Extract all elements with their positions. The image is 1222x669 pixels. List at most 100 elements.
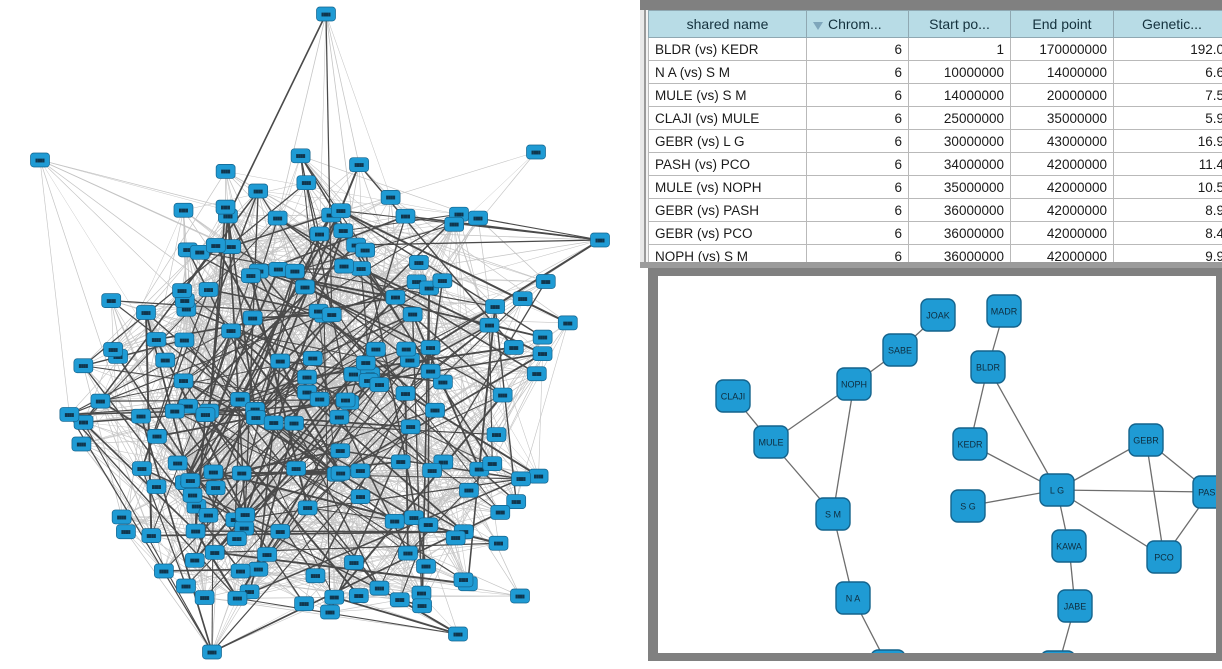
network-node[interactable]: ████	[503, 340, 524, 355]
network-node[interactable]: ████	[422, 463, 442, 478]
network-node[interactable]: ████	[492, 387, 513, 403]
network-node[interactable]: ████	[215, 199, 236, 215]
network-node[interactable]: ████	[305, 568, 326, 584]
network-node[interactable]: ████	[103, 342, 123, 357]
network-node[interactable]: ████	[526, 144, 546, 160]
network-node[interactable]: ████	[136, 305, 156, 320]
network-node[interactable]: ████	[330, 203, 351, 219]
table-row[interactable]: MULE (vs) NOPH 6 35000000 42000000 10.5	[648, 175, 1222, 199]
network-node[interactable]: ████	[532, 346, 553, 362]
network-node[interactable]: ████	[485, 299, 505, 314]
network-node[interactable]: ████	[147, 428, 167, 444]
network-node[interactable]: ████	[141, 528, 162, 543]
network-node[interactable]: ████	[203, 464, 224, 480]
column-header-genetic[interactable]: Genetic...	[1113, 10, 1222, 38]
subnetwork-canvas[interactable]: CLAJI MULE NOPH SABE JOAK S M N A MIWE MADR BLDR K…	[658, 276, 1216, 653]
network-node[interactable]: ████	[528, 468, 549, 484]
network-node[interactable]: ████	[479, 317, 500, 333]
network-node[interactable]: ████	[330, 465, 351, 481]
network-node[interactable]: ████	[369, 377, 390, 392]
subnetwork-node[interactable]: L G	[1039, 473, 1075, 507]
network-node[interactable]: ████	[402, 307, 423, 322]
network-node[interactable]: ████	[198, 282, 219, 297]
network-node[interactable]: ████	[395, 386, 416, 401]
network-node[interactable]: ████	[433, 374, 453, 390]
network-node[interactable]: ████	[333, 223, 354, 239]
network-node[interactable]: ████	[73, 358, 94, 374]
network-node[interactable]: ████	[297, 500, 318, 516]
network-node[interactable]: ████	[131, 408, 151, 424]
network-node[interactable]: ████	[355, 355, 376, 371]
network-node[interactable]: ████	[176, 578, 196, 594]
network-node[interactable]: ████	[194, 590, 215, 605]
subnetwork-node[interactable]: CLAJI	[715, 379, 751, 413]
network-node[interactable]: ████	[329, 409, 350, 425]
table-row[interactable]: PASH (vs) PCO 6 34000000 42000000 11.4	[648, 152, 1222, 176]
network-node[interactable]: ████	[396, 341, 417, 357]
network-node[interactable]: ████	[204, 545, 225, 560]
network-node[interactable]: ████	[445, 530, 466, 546]
network-node[interactable]: ████	[146, 332, 167, 347]
subnetwork-node[interactable]: KEDR	[952, 427, 988, 461]
subnetwork-node[interactable]: JOAK	[920, 298, 956, 332]
table-row[interactable]: BLDR (vs) KEDR 6 1 170000000 192.0	[648, 37, 1222, 61]
network-node[interactable]: ████	[385, 289, 406, 305]
network-node[interactable]: ████	[416, 558, 436, 574]
network-node[interactable]: ████	[490, 505, 511, 520]
network-node[interactable]: ████	[409, 255, 429, 270]
network-node[interactable]: ████	[174, 332, 195, 348]
subnetwork-node[interactable]: MADR	[986, 294, 1022, 328]
network-node[interactable]: ████	[459, 482, 479, 498]
network-node[interactable]: ████	[488, 535, 509, 551]
network-node[interactable]: ████	[146, 479, 167, 494]
network-node[interactable]: ████	[167, 455, 188, 471]
network-node[interactable]: ████	[324, 589, 345, 605]
network-node[interactable]: ████	[215, 164, 236, 179]
network-node[interactable]: ████	[90, 393, 111, 409]
network-node[interactable]: ████	[532, 329, 553, 345]
network-node[interactable]: ████	[267, 210, 288, 226]
network-node[interactable]: ████	[468, 210, 488, 226]
network-node[interactable]: ████	[444, 216, 465, 232]
network-node[interactable]: ████	[184, 552, 205, 568]
network-node[interactable]: ████	[510, 588, 530, 604]
network-node[interactable]: ████	[59, 407, 80, 422]
column-header-shared-name[interactable]: shared name	[648, 10, 807, 38]
network-node[interactable]: ████	[506, 494, 527, 509]
network-node[interactable]: ████	[390, 454, 411, 470]
network-node[interactable]: ████	[526, 366, 547, 382]
network-node[interactable]: ████	[230, 563, 251, 579]
network-node[interactable]: ████	[425, 402, 445, 418]
network-node[interactable]: ████	[182, 487, 203, 503]
network-node[interactable]: ████	[350, 489, 371, 504]
network-node[interactable]: ████	[395, 208, 416, 224]
network-node[interactable]: ████	[335, 392, 356, 408]
column-header-end-point[interactable]: End point	[1010, 10, 1114, 38]
table-scroll-area[interactable]: shared name Chrom... Start po... End poi…	[648, 10, 1222, 268]
subnetwork-node[interactable]: GEBR	[1128, 423, 1164, 457]
subnetwork-node[interactable]: S M	[815, 497, 851, 531]
network-node[interactable]: ████	[132, 461, 152, 476]
network-node[interactable]: ████	[263, 415, 284, 431]
network-node[interactable]: ████	[482, 456, 503, 472]
network-node[interactable]: ████	[380, 190, 401, 205]
subnetwork-node[interactable]: ALMCH	[1041, 650, 1075, 653]
network-node[interactable]: ████	[257, 547, 277, 562]
network-node[interactable]: ████	[198, 507, 219, 523]
network-node[interactable]: ████	[241, 268, 261, 284]
subnetwork-node[interactable]: KAWA	[1051, 529, 1087, 563]
network-node[interactable]: ████	[411, 585, 432, 601]
network-node[interactable]: ████	[350, 463, 371, 479]
network-node[interactable]: ████	[116, 524, 136, 540]
subnetwork-node[interactable]: PCO	[1146, 540, 1182, 574]
network-node[interactable]: ████	[284, 263, 305, 279]
subnetwork-node[interactable]: BLDR	[970, 350, 1006, 384]
network-node[interactable]: ████	[270, 524, 291, 539]
network-node[interactable]: ████	[355, 242, 376, 258]
subnetwork-node[interactable]: N A	[835, 581, 871, 615]
subnetwork-node[interactable]: PASH	[1192, 475, 1216, 509]
network-node[interactable]: ████	[173, 202, 194, 218]
network-node[interactable]: ████	[296, 175, 317, 191]
